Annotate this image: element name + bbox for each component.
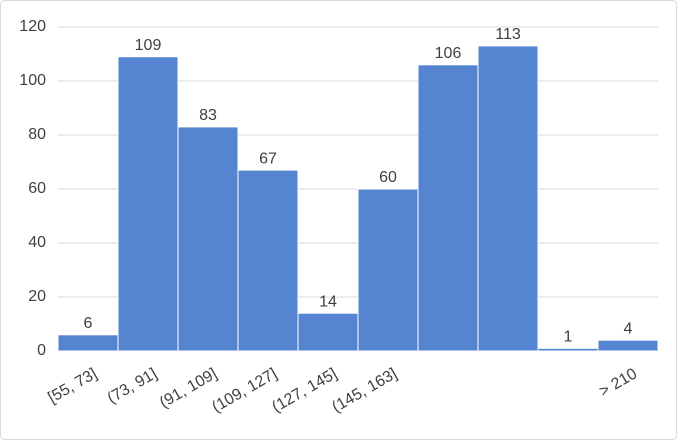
- value-label: 67: [259, 150, 277, 167]
- bar: [477, 45, 539, 352]
- bar: [597, 339, 659, 352]
- y-tick-label: 40: [28, 234, 46, 251]
- value-label: 6: [84, 315, 93, 332]
- bar: [417, 64, 479, 352]
- value-label: 109: [135, 37, 162, 54]
- value-label: 4: [624, 320, 633, 337]
- bar: [297, 312, 359, 352]
- y-tick-label: 80: [28, 126, 46, 143]
- bar: [537, 347, 599, 352]
- value-label: 113: [495, 26, 521, 43]
- y-tick-label: 60: [28, 180, 46, 197]
- bar: [177, 126, 239, 352]
- y-tick-label: 0: [37, 342, 46, 359]
- value-label: 60: [379, 169, 397, 186]
- value-label: 14: [319, 293, 337, 310]
- bar: [237, 169, 299, 352]
- bar: [117, 56, 179, 352]
- value-label: 106: [435, 45, 462, 62]
- y-tick-label: 100: [19, 72, 46, 89]
- value-label: 83: [199, 107, 217, 124]
- bar: [357, 188, 419, 352]
- value-label: 1: [564, 329, 573, 346]
- bar: [57, 334, 119, 352]
- y-tick-label: 20: [28, 288, 46, 305]
- chart-frame: [0, 0, 677, 440]
- y-tick-label: 120: [19, 18, 46, 35]
